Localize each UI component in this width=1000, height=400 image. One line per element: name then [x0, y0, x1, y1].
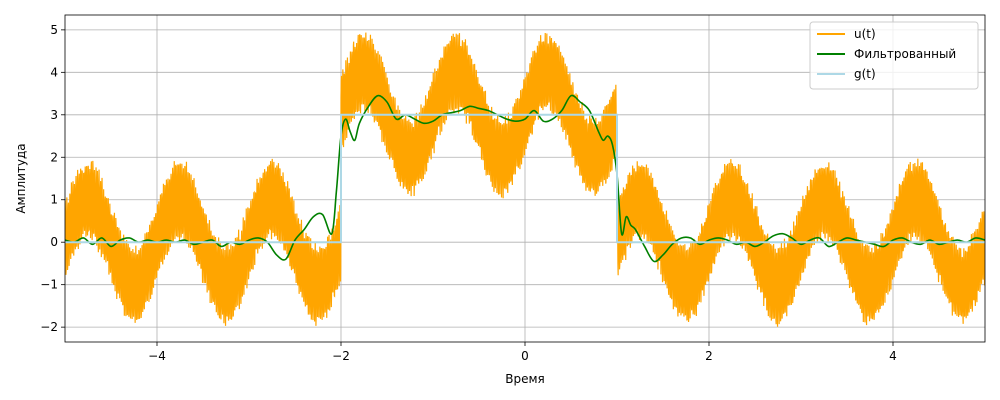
legend-label-g: g(t): [854, 67, 876, 81]
x-tick-label: 2: [705, 349, 713, 363]
x-tick-label: 4: [889, 349, 897, 363]
legend: u(t) Фильтрованный g(t): [809, 21, 979, 90]
x-axis-label: Время: [505, 372, 545, 386]
y-tick-label: −2: [40, 320, 58, 334]
legend-frame: [809, 21, 979, 90]
y-tick-label: 3: [50, 108, 58, 122]
y-tick-label: 2: [50, 150, 58, 164]
y-axis-ticks: −2 −1 0 1 2 3 4 5: [40, 23, 65, 334]
legend-label-filtered: Фильтрованный: [854, 47, 956, 61]
y-tick-label: 5: [50, 23, 58, 37]
y-axis-label: Амплитуда: [14, 143, 28, 213]
x-tick-label: 0: [521, 349, 529, 363]
y-tick-label: 0: [50, 235, 58, 249]
series-u-line: [65, 32, 985, 327]
series-u: [65, 32, 985, 327]
x-tick-label: −2: [332, 349, 350, 363]
y-tick-label: 1: [50, 193, 58, 207]
legend-label-u: u(t): [854, 27, 876, 41]
y-tick-label: −1: [40, 278, 58, 292]
series-g: [65, 113, 985, 244]
y-tick-label: 4: [50, 65, 58, 79]
x-axis-ticks: −4 −2 0 2 4: [148, 342, 897, 363]
series-g-line: [65, 113, 985, 244]
x-tick-label: −4: [148, 349, 166, 363]
